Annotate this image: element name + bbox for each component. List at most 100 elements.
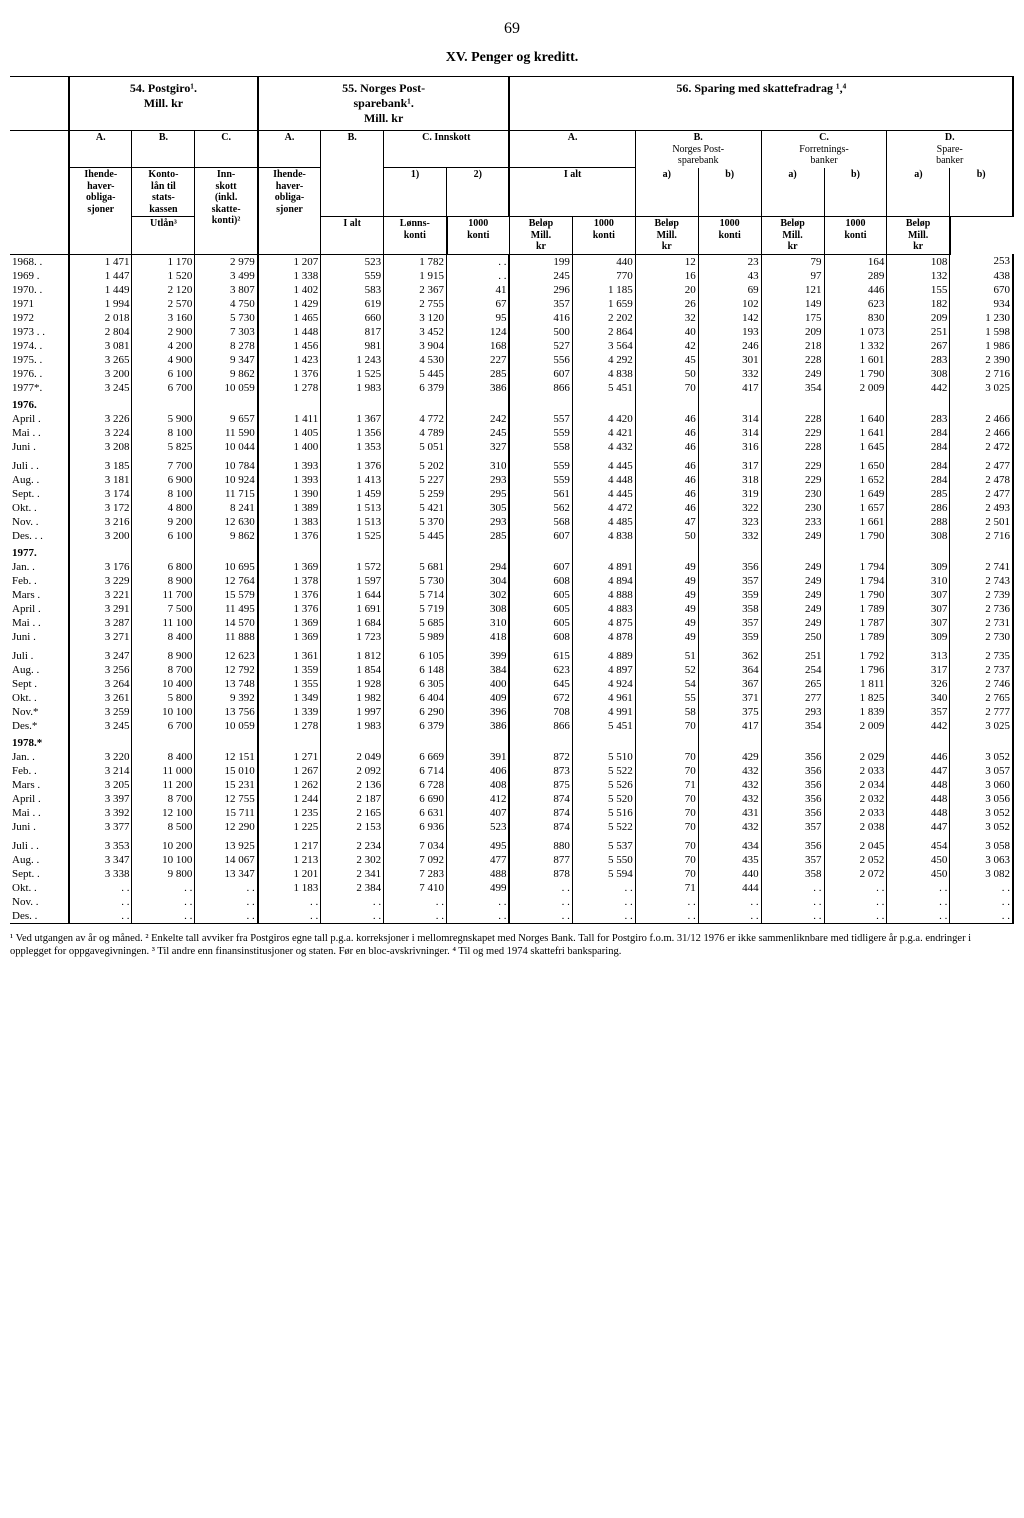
cell: 7 410 xyxy=(384,881,447,895)
cell: 417 xyxy=(698,719,761,733)
cell: 2 477 xyxy=(950,487,1013,501)
cell: 448 xyxy=(887,778,950,792)
cell: 332 xyxy=(698,367,761,381)
cell: 16 xyxy=(635,269,698,283)
cell: 3 499 xyxy=(195,269,258,283)
row-label: 1976. . xyxy=(10,367,69,381)
cell: 875 xyxy=(509,778,572,792)
cell: 1 915 xyxy=(384,269,447,283)
cell: 3 347 xyxy=(69,853,132,867)
cell: 286 xyxy=(887,501,950,515)
cell: 10 044 xyxy=(195,440,258,454)
hdr-ihende2: Ihende- haver- obliga- sjoner xyxy=(258,168,321,255)
cell: 1 353 xyxy=(321,440,384,454)
cell: 1 789 xyxy=(824,602,887,616)
cell: 50 xyxy=(635,529,698,543)
cell: 1 928 xyxy=(321,677,384,691)
cell: 2 493 xyxy=(950,501,1013,515)
cell: 309 xyxy=(887,630,950,644)
cell: 8 500 xyxy=(132,820,195,834)
cell: 356 xyxy=(761,792,824,806)
cell: 670 xyxy=(950,283,1013,297)
main-title: XV. Penger og kreditt. xyxy=(10,50,1014,66)
cell: 400 xyxy=(447,677,510,691)
row-label: 1975. . xyxy=(10,353,69,367)
cell: 284 xyxy=(887,454,950,473)
col-B3: B.Norges Post- sparebank xyxy=(635,131,761,168)
cell: 362 xyxy=(698,644,761,663)
cell: 285 xyxy=(447,529,510,543)
cell: 1 267 xyxy=(258,764,321,778)
cell: 2 746 xyxy=(950,677,1013,691)
cell: 1 230 xyxy=(950,311,1013,325)
cell: 1 983 xyxy=(321,719,384,733)
cell: 310 xyxy=(447,616,510,630)
cell: 2 570 xyxy=(132,297,195,311)
cell: 45 xyxy=(635,353,698,367)
cell: 314 xyxy=(698,426,761,440)
row-label: Aug. . xyxy=(10,663,69,677)
cell: 7 500 xyxy=(132,602,195,616)
cell: 327 xyxy=(447,440,510,454)
cell: 1 459 xyxy=(321,487,384,501)
row-label: Juli . . xyxy=(10,834,69,853)
cell: 1 448 xyxy=(258,325,321,339)
cell: 1 790 xyxy=(824,588,887,602)
cell: 2 018 xyxy=(69,311,132,325)
cell: 13 756 xyxy=(195,705,258,719)
cell: . . xyxy=(69,881,132,895)
cell: 1 376 xyxy=(258,602,321,616)
cell: 391 xyxy=(447,750,510,764)
cell: 2 716 xyxy=(950,529,1013,543)
cell: 559 xyxy=(509,426,572,440)
row-label: Okt. . xyxy=(10,691,69,705)
cell: 6 900 xyxy=(132,473,195,487)
cell: 559 xyxy=(509,473,572,487)
cell: 4 772 xyxy=(384,412,447,426)
cell: 5 522 xyxy=(572,820,635,834)
cell: 477 xyxy=(447,853,510,867)
hdr-a1: a) xyxy=(635,168,698,217)
cell: 8 900 xyxy=(132,574,195,588)
cell: 3 082 xyxy=(950,867,1013,881)
cell: 69 xyxy=(698,283,761,297)
cell: 10 924 xyxy=(195,473,258,487)
cell: 3 245 xyxy=(69,381,132,395)
cell: 70 xyxy=(635,750,698,764)
cell: 2 038 xyxy=(824,820,887,834)
cell: 3 353 xyxy=(69,834,132,853)
row-label: Juni . xyxy=(10,820,69,834)
row-label: 1970. . xyxy=(10,283,69,297)
cell: 11 590 xyxy=(195,426,258,440)
cell: 71 xyxy=(635,778,698,792)
cell: 326 xyxy=(887,677,950,691)
row-label: Mai . . xyxy=(10,806,69,820)
cell: 1 597 xyxy=(321,574,384,588)
cell: 4 530 xyxy=(384,353,447,367)
cell: 1 645 xyxy=(824,440,887,454)
cell: 1 338 xyxy=(258,269,321,283)
cell: 1 393 xyxy=(258,454,321,473)
cell: 1 997 xyxy=(321,705,384,719)
cell: 3 904 xyxy=(384,339,447,353)
cell: . . xyxy=(321,895,384,909)
cell: 249 xyxy=(761,560,824,574)
cell: . . xyxy=(258,895,321,909)
cell: 6 105 xyxy=(384,644,447,663)
cell: 1 429 xyxy=(258,297,321,311)
cell: 8 400 xyxy=(132,750,195,764)
cell: 561 xyxy=(509,487,572,501)
cell: 2 092 xyxy=(321,764,384,778)
cell: 293 xyxy=(447,515,510,529)
section-55: 55. Norges Post- sparebank¹. Mill. kr xyxy=(258,77,510,131)
cell: 41 xyxy=(447,283,510,297)
cell: 301 xyxy=(698,353,761,367)
cell: 249 xyxy=(761,529,824,543)
cell: 607 xyxy=(509,529,572,543)
col-C3: C.Forretnings- banker xyxy=(761,131,887,168)
cell: 10 784 xyxy=(195,454,258,473)
cell: 2 466 xyxy=(950,412,1013,426)
cell: 672 xyxy=(509,691,572,705)
cell: 1 278 xyxy=(258,381,321,395)
cell: 1 170 xyxy=(132,254,195,269)
